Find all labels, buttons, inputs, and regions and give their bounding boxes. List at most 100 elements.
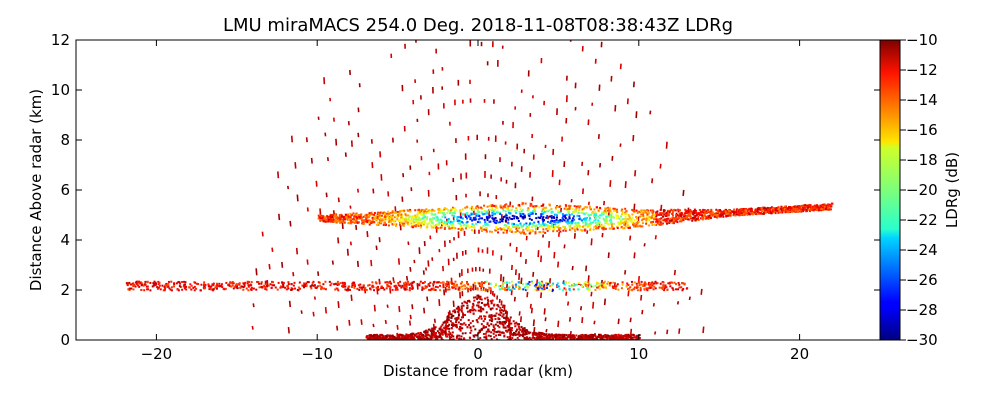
- noise-streak: [590, 291, 593, 297]
- cloud-cell: [534, 209, 537, 212]
- surface-cell: [477, 332, 480, 335]
- noise-streak: [366, 231, 369, 238]
- cloud-cell: [821, 206, 824, 209]
- cloud-cell: [448, 227, 451, 230]
- cloud-cell: [485, 222, 488, 225]
- cloud-cell: [538, 225, 541, 228]
- cloud-cell: [579, 218, 582, 221]
- surface-cell: [498, 309, 501, 312]
- band-cell: [663, 289, 666, 292]
- cloud-cell: [359, 214, 362, 217]
- cloud-cell: [359, 217, 362, 220]
- surface-cell: [388, 334, 391, 337]
- surface-cell: [388, 336, 391, 339]
- cloud-cell: [667, 212, 670, 215]
- cloud-cell: [473, 218, 476, 221]
- surface-cell: [472, 296, 475, 299]
- cloud-cell: [707, 216, 710, 219]
- cloud-cell: [607, 206, 610, 209]
- cloud-cell: [665, 219, 668, 222]
- cloud-cell: [651, 211, 654, 214]
- band-cell: [454, 284, 457, 287]
- cloud-cell: [568, 216, 571, 219]
- cloud-cell: [454, 227, 457, 230]
- cloud-cell: [516, 209, 519, 212]
- surface-cell: [485, 330, 488, 333]
- cloud-cell: [656, 210, 659, 213]
- band-cell: [587, 281, 590, 284]
- surface-cell: [492, 324, 495, 327]
- cloud-cell: [425, 210, 428, 213]
- band-cell: [422, 287, 425, 290]
- cloud-cell: [552, 230, 555, 233]
- cloud-cell: [507, 209, 510, 212]
- surface-cell: [493, 336, 496, 339]
- surface-cell: [602, 334, 605, 337]
- band-cell: [421, 287, 424, 290]
- cloud-cell: [829, 208, 832, 211]
- surface-cell: [450, 315, 453, 318]
- surface-cell: [490, 323, 493, 326]
- band-cell: [546, 283, 549, 286]
- band-cell: [476, 288, 479, 291]
- cloud-cell: [710, 214, 713, 217]
- band-cell: [480, 284, 483, 287]
- cloud-cell: [497, 211, 500, 214]
- cloud-cell: [697, 217, 700, 220]
- noise-streak: [682, 189, 685, 197]
- band-cell: [599, 284, 602, 287]
- surface-cell: [445, 321, 448, 324]
- cloud-cell: [693, 214, 696, 217]
- cloud-cell: [478, 221, 481, 224]
- cloud-cell: [631, 216, 634, 219]
- band-cell: [515, 285, 518, 288]
- band-cell: [131, 282, 134, 285]
- cloud-cell: [523, 223, 526, 226]
- surface-cell: [433, 326, 436, 329]
- band-cell: [225, 281, 228, 284]
- band-cell: [621, 283, 624, 286]
- cloud-cell: [397, 219, 400, 222]
- band-cell: [432, 288, 435, 291]
- cloud-cell: [434, 226, 437, 229]
- cloud-cell: [513, 215, 516, 218]
- cloud-cell: [823, 203, 826, 206]
- cloud-cell: [433, 225, 436, 228]
- surface-cell: [508, 335, 511, 338]
- cloud-cell: [451, 221, 454, 224]
- band-cell: [397, 284, 400, 287]
- cloud-cell: [373, 212, 376, 215]
- band-cell: [310, 287, 313, 290]
- cloud-cell: [356, 213, 359, 216]
- cloud-cell: [453, 207, 456, 210]
- cloud-cell: [642, 214, 645, 217]
- cloud-cell: [388, 218, 391, 221]
- cloud-cell: [619, 222, 622, 225]
- band-cell: [269, 283, 272, 286]
- surface-cell: [382, 335, 385, 338]
- band-cell: [540, 280, 543, 283]
- band-cell: [662, 285, 665, 288]
- surface-cell: [430, 330, 433, 333]
- cloud-cell: [430, 224, 433, 227]
- cloud-cell: [351, 221, 354, 224]
- cloud-cell: [468, 226, 471, 229]
- band-cell: [299, 287, 302, 290]
- cloud-cell: [645, 220, 648, 223]
- cloud-cell: [656, 213, 659, 216]
- cloud-cell: [444, 216, 447, 219]
- band-cell: [293, 281, 296, 284]
- cloud-cell: [456, 220, 459, 223]
- cloud-cell: [400, 216, 403, 219]
- surface-cell: [512, 334, 515, 337]
- cloud-cell: [568, 214, 571, 217]
- cloud-cell: [726, 210, 729, 213]
- surface-cell: [445, 333, 448, 336]
- cloud-cell: [563, 214, 566, 217]
- band-cell: [291, 288, 294, 291]
- band-cell: [627, 284, 630, 287]
- band-cell: [385, 287, 388, 290]
- cloud-cell: [444, 226, 447, 229]
- cloud-cell: [406, 221, 409, 224]
- band-cell: [628, 288, 631, 291]
